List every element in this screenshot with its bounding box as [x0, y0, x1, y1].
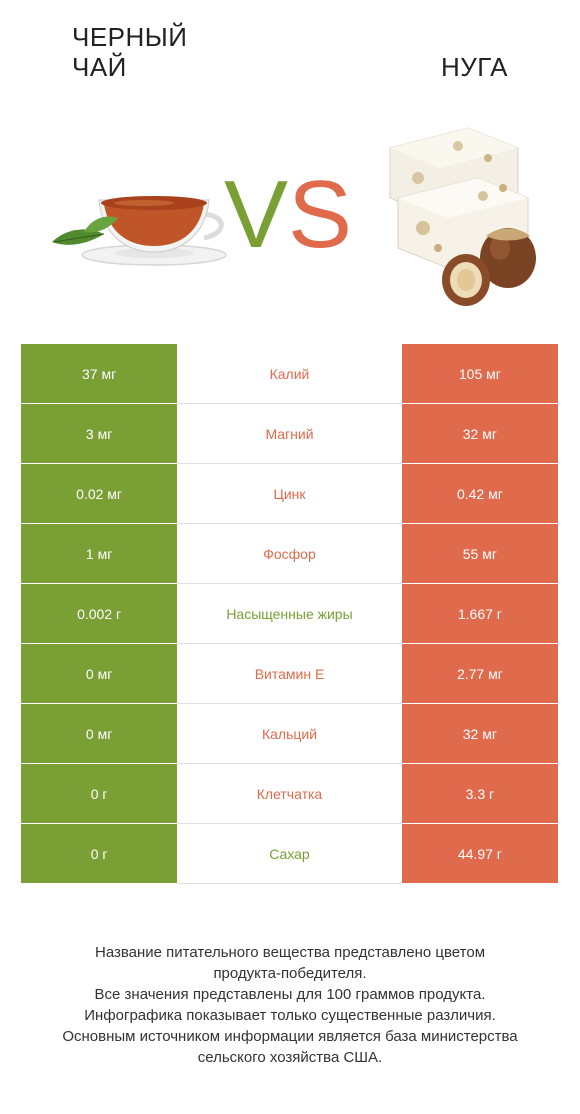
footer-line: продукта-победителя.: [213, 965, 367, 982]
footer-line: сельского хозяйства США.: [197, 1049, 383, 1066]
footer-note: Название питательного вещества представл…: [20, 942, 560, 1068]
nutrient-name: Насыщенные жиры: [177, 583, 402, 644]
table-row: 37 мг Калий 105 мг: [21, 344, 558, 404]
footer-line: Все значения представлены для 100 граммо…: [94, 986, 486, 1003]
nutrient-name: Клетчатка: [177, 763, 402, 824]
left-value: 0 г: [21, 823, 178, 884]
nutrient-name: Калий: [177, 344, 402, 404]
right-value: 32 мг: [401, 403, 558, 464]
footer-line: Название питательного вещества представл…: [94, 944, 486, 961]
left-product-title: ЧЕРНЫЙ ЧАЙ: [72, 22, 188, 82]
left-value: 0.002 г: [21, 583, 178, 644]
vs-v: V: [224, 161, 289, 268]
left-value: 0 мг: [21, 703, 178, 764]
comparison-table: 37 мг Калий 105 мг 3 мг Магний 32 мг 0.02 мг Ци…: [21, 344, 558, 884]
left-value: 3 мг: [21, 403, 178, 464]
footer-line: Инфографика показывает только существенн…: [84, 1007, 496, 1024]
right-value: 105 мг: [401, 344, 558, 404]
table-row: 1 мг Фосфор 55 мг: [21, 523, 558, 584]
nutrient-name: Магний: [177, 403, 402, 464]
right-value: 55 мг: [401, 523, 558, 584]
right-value: 3.3 г: [401, 763, 558, 824]
nutrient-name: Витамин E: [177, 643, 402, 704]
left-value: 37 мг: [21, 344, 178, 404]
table-row: 0.002 г Насыщенные жиры 1.667 г: [21, 583, 558, 644]
right-value: 2.77 мг: [401, 643, 558, 704]
vs-label: VS: [224, 160, 352, 270]
nutrient-name: Цинк: [177, 463, 402, 524]
footer-line: Основным источником информации является …: [62, 1028, 518, 1045]
right-product-title: НУГА: [441, 52, 508, 82]
table-row: 0 г Клетчатка 3.3 г: [21, 763, 558, 824]
right-value: 32 мг: [401, 703, 558, 764]
table-row: 0 г Сахар 44.97 г: [21, 823, 558, 884]
nougat-icon: [378, 118, 558, 318]
nutrient-name: Сахар: [177, 823, 402, 884]
right-value: 44.97 г: [401, 823, 558, 884]
table-row: 0 мг Кальций 32 мг: [21, 703, 558, 764]
left-value: 0.02 мг: [21, 463, 178, 524]
right-value: 0.42 мг: [401, 463, 558, 524]
left-value: 1 мг: [21, 523, 178, 584]
nutrient-name: Кальций: [177, 703, 402, 764]
nutrient-name: Фосфор: [177, 523, 402, 584]
table-row: 0 мг Витамин E 2.77 мг: [21, 643, 558, 704]
table-row: 0.02 мг Цинк 0.42 мг: [21, 463, 558, 524]
left-value: 0 мг: [21, 643, 178, 704]
left-value: 0 г: [21, 763, 178, 824]
black-tea-cup-icon: [44, 170, 234, 290]
table-row: 3 мг Магний 32 мг: [21, 403, 558, 464]
vs-s: S: [288, 161, 353, 268]
right-value: 1.667 г: [401, 583, 558, 644]
